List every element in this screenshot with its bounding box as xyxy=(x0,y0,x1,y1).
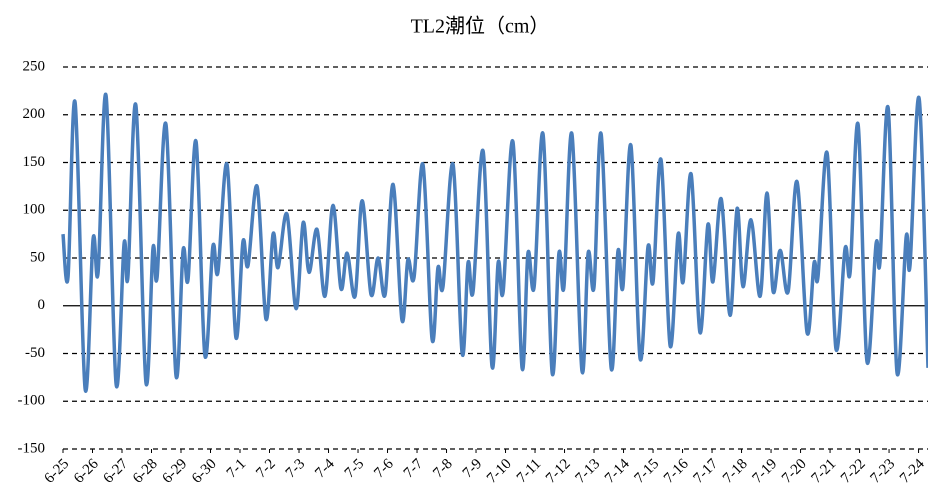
x-tick-label: 6-26 xyxy=(71,456,102,487)
x-tick-label: 6-28 xyxy=(130,456,161,487)
x-tick-label: 7-9 xyxy=(460,456,485,481)
x-tick-label: 7-5 xyxy=(342,456,367,481)
x-tick-label: 6-30 xyxy=(189,456,220,487)
y-tick-label: -150 xyxy=(18,440,46,456)
y-tick-label: -100 xyxy=(18,393,46,409)
x-tick-label: 7-6 xyxy=(371,456,397,482)
x-tick-label: 7-21 xyxy=(809,456,840,487)
x-tick-label: 7-4 xyxy=(312,456,338,482)
x-tick-label: 7-18 xyxy=(720,456,751,487)
x-tick-label: 7-23 xyxy=(868,456,899,487)
y-tick-label: 0 xyxy=(38,297,46,313)
y-tick-label: 200 xyxy=(23,106,46,122)
y-tick-label: 50 xyxy=(30,249,45,265)
x-tick-label: 7-12 xyxy=(543,456,574,487)
x-tick-label: 6-27 xyxy=(101,456,132,487)
x-tick-label: 6-25 xyxy=(41,456,72,487)
data-line xyxy=(61,92,928,393)
x-tick-label: 7-19 xyxy=(750,456,781,487)
x-tick-label: 7-2 xyxy=(253,456,278,481)
y-tick-label: -50 xyxy=(25,345,45,361)
x-tick-label: 7-8 xyxy=(430,456,455,481)
x-tick-label: 7-7 xyxy=(401,456,427,482)
chart-title: TL2潮位（cm） xyxy=(411,15,550,38)
x-tick-label: 7-13 xyxy=(573,456,604,487)
x-tick-label: 7-3 xyxy=(283,456,308,481)
x-tick-label: 6-29 xyxy=(160,456,191,487)
x-tick-label: 7-14 xyxy=(602,456,633,487)
x-tick-label: 7-20 xyxy=(779,456,810,487)
y-tick-label: 250 xyxy=(23,58,46,74)
x-tick-label: 7-1 xyxy=(224,456,249,481)
x-tick-label: 7-11 xyxy=(514,456,544,486)
x-tick-label: 7-15 xyxy=(632,456,663,487)
x-tick-label: 7-16 xyxy=(661,456,692,487)
x-tick-label: 7-10 xyxy=(484,456,515,487)
x-tick-label: 7-24 xyxy=(897,456,928,487)
x-tick-label: 7-22 xyxy=(838,456,869,487)
y-tick-label: 100 xyxy=(23,202,46,218)
x-tick-label: 7-17 xyxy=(691,456,722,487)
y-tick-label: 150 xyxy=(23,154,46,170)
